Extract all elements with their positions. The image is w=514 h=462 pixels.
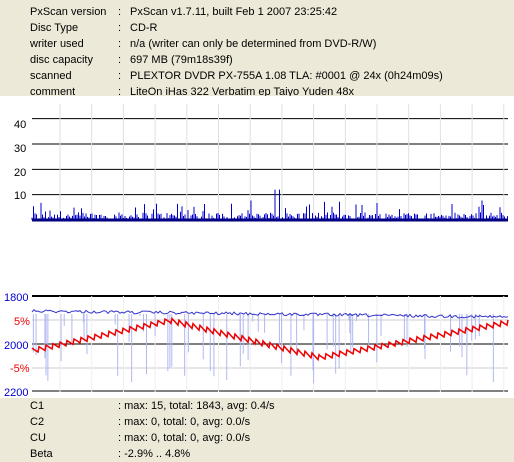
stat-row: Beta : -2.9% .. 4.8% (0, 446, 514, 462)
info-separator: : (118, 70, 122, 82)
c1-tick-label: 20 (14, 167, 27, 179)
info-value: 697 MB (79m18s39f) (130, 54, 233, 66)
stat-value: : max: 0, total: 0, avg: 0.0/s (118, 416, 251, 428)
beta-tick-label: 5% (14, 316, 30, 328)
info-separator: : (118, 6, 122, 18)
scan-chart (31, 104, 509, 392)
stat-value: : -2.9% .. 4.8% (118, 448, 191, 460)
c1-tick-label: 30 (14, 143, 27, 155)
jitter-tick-label: 2200 (4, 387, 29, 399)
beta-tick-label: -5% (10, 363, 30, 375)
info-value: PxScan v1.7.11, built Feb 1 2007 23:25:4… (130, 6, 338, 18)
jitter-series-line (31, 308, 509, 319)
info-separator: : (118, 54, 122, 66)
info-separator: : (118, 22, 122, 34)
stat-row: C1 : max: 15, total: 1843, avg: 0.4/s (0, 398, 514, 414)
info-label: Disc Type (30, 22, 79, 34)
stat-row: CU : max: 0, total: 0, avg: 0.0/s (0, 430, 514, 446)
c1-tick-label: 40 (14, 119, 27, 131)
info-row: disc capacity:697 MB (79m18s39f) (0, 52, 514, 68)
stat-label: CU (30, 432, 46, 444)
info-label: writer used (30, 38, 84, 50)
info-row: comment: LiteOn iHas 322 Verbatim ep Taiy… (0, 84, 514, 100)
stat-value: : max: 0, total: 0, avg: 0.0/s (118, 432, 251, 444)
info-separator: : (118, 86, 122, 98)
info-row: scanned: PLEXTOR DVDR PX-755A 1.08 TLA: #… (0, 68, 514, 84)
info-row: writer used: n/a (writer can only be dete… (0, 36, 514, 52)
info-label: comment (30, 86, 76, 98)
c1-tick-label: 10 (14, 190, 27, 202)
info-separator: : (118, 38, 122, 50)
scan-chart-area (0, 96, 514, 398)
info-value: PLEXTOR DVDR PX-755A 1.08 TLA: #0001 @ 2… (130, 70, 443, 82)
info-label: scanned (30, 70, 72, 82)
info-value: LiteOn iHas 322 Verbatim ep Taiyo Yuden … (130, 86, 355, 98)
info-row: PxScan version: PxScan v1.7.11, built Feb… (0, 4, 514, 20)
stat-value: : max: 15, total: 1843, avg: 0.4/s (118, 400, 275, 412)
scan-stats-panel: C1 : max: 15, total: 1843, avg: 0.4/s C2 : … (0, 398, 514, 462)
stat-label: Beta (30, 448, 53, 460)
info-label: PxScan version (30, 6, 107, 18)
stat-label: C1 (30, 400, 45, 412)
disc-info-panel: PxScan version: PxScan v1.7.11, built Feb… (0, 0, 514, 98)
info-value: n/a (writer can only be determined from … (130, 38, 377, 50)
stat-row: C2 : max: 0, total: 0, avg: 0.0/s (0, 414, 514, 430)
stat-label: C2 (30, 416, 45, 428)
info-value: CD-R (130, 22, 158, 34)
jitter-tick-label: 2000 (4, 340, 29, 352)
jitter-tick-label: 1800 (4, 292, 29, 304)
info-label: disc capacity (30, 54, 93, 66)
beta-series-line (31, 316, 509, 362)
info-row: Disc Type: CD-R (0, 20, 514, 36)
